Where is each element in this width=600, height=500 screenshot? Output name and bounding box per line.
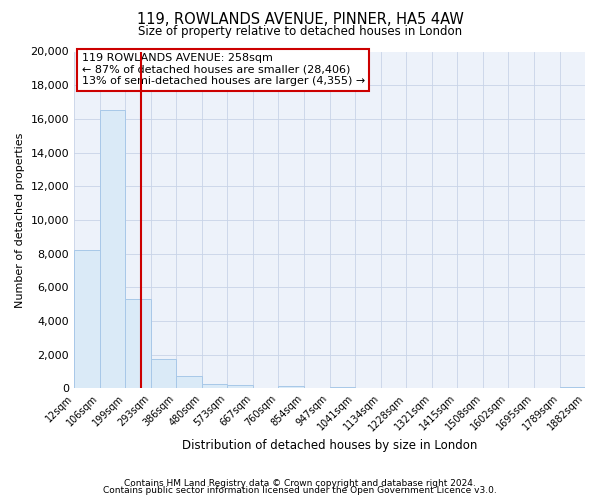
Text: Contains public sector information licensed under the Open Government Licence v3: Contains public sector information licen… bbox=[103, 486, 497, 495]
Text: Contains HM Land Registry data © Crown copyright and database right 2024.: Contains HM Land Registry data © Crown c… bbox=[124, 478, 476, 488]
Bar bbox=[74, 250, 100, 388]
Bar bbox=[151, 359, 176, 388]
Bar bbox=[202, 384, 227, 388]
Text: 119, ROWLANDS AVENUE, PINNER, HA5 4AW: 119, ROWLANDS AVENUE, PINNER, HA5 4AW bbox=[137, 12, 463, 28]
Bar bbox=[125, 299, 151, 388]
Bar bbox=[278, 386, 304, 388]
X-axis label: Distribution of detached houses by size in London: Distribution of detached houses by size … bbox=[182, 440, 477, 452]
Bar bbox=[176, 376, 202, 388]
Bar bbox=[227, 385, 253, 388]
Text: 119 ROWLANDS AVENUE: 258sqm
← 87% of detached houses are smaller (28,406)
13% of: 119 ROWLANDS AVENUE: 258sqm ← 87% of det… bbox=[82, 53, 365, 86]
Text: Size of property relative to detached houses in London: Size of property relative to detached ho… bbox=[138, 25, 462, 38]
Bar bbox=[329, 387, 355, 388]
Bar bbox=[100, 110, 125, 388]
Y-axis label: Number of detached properties: Number of detached properties bbox=[15, 132, 25, 308]
Bar bbox=[560, 387, 585, 388]
